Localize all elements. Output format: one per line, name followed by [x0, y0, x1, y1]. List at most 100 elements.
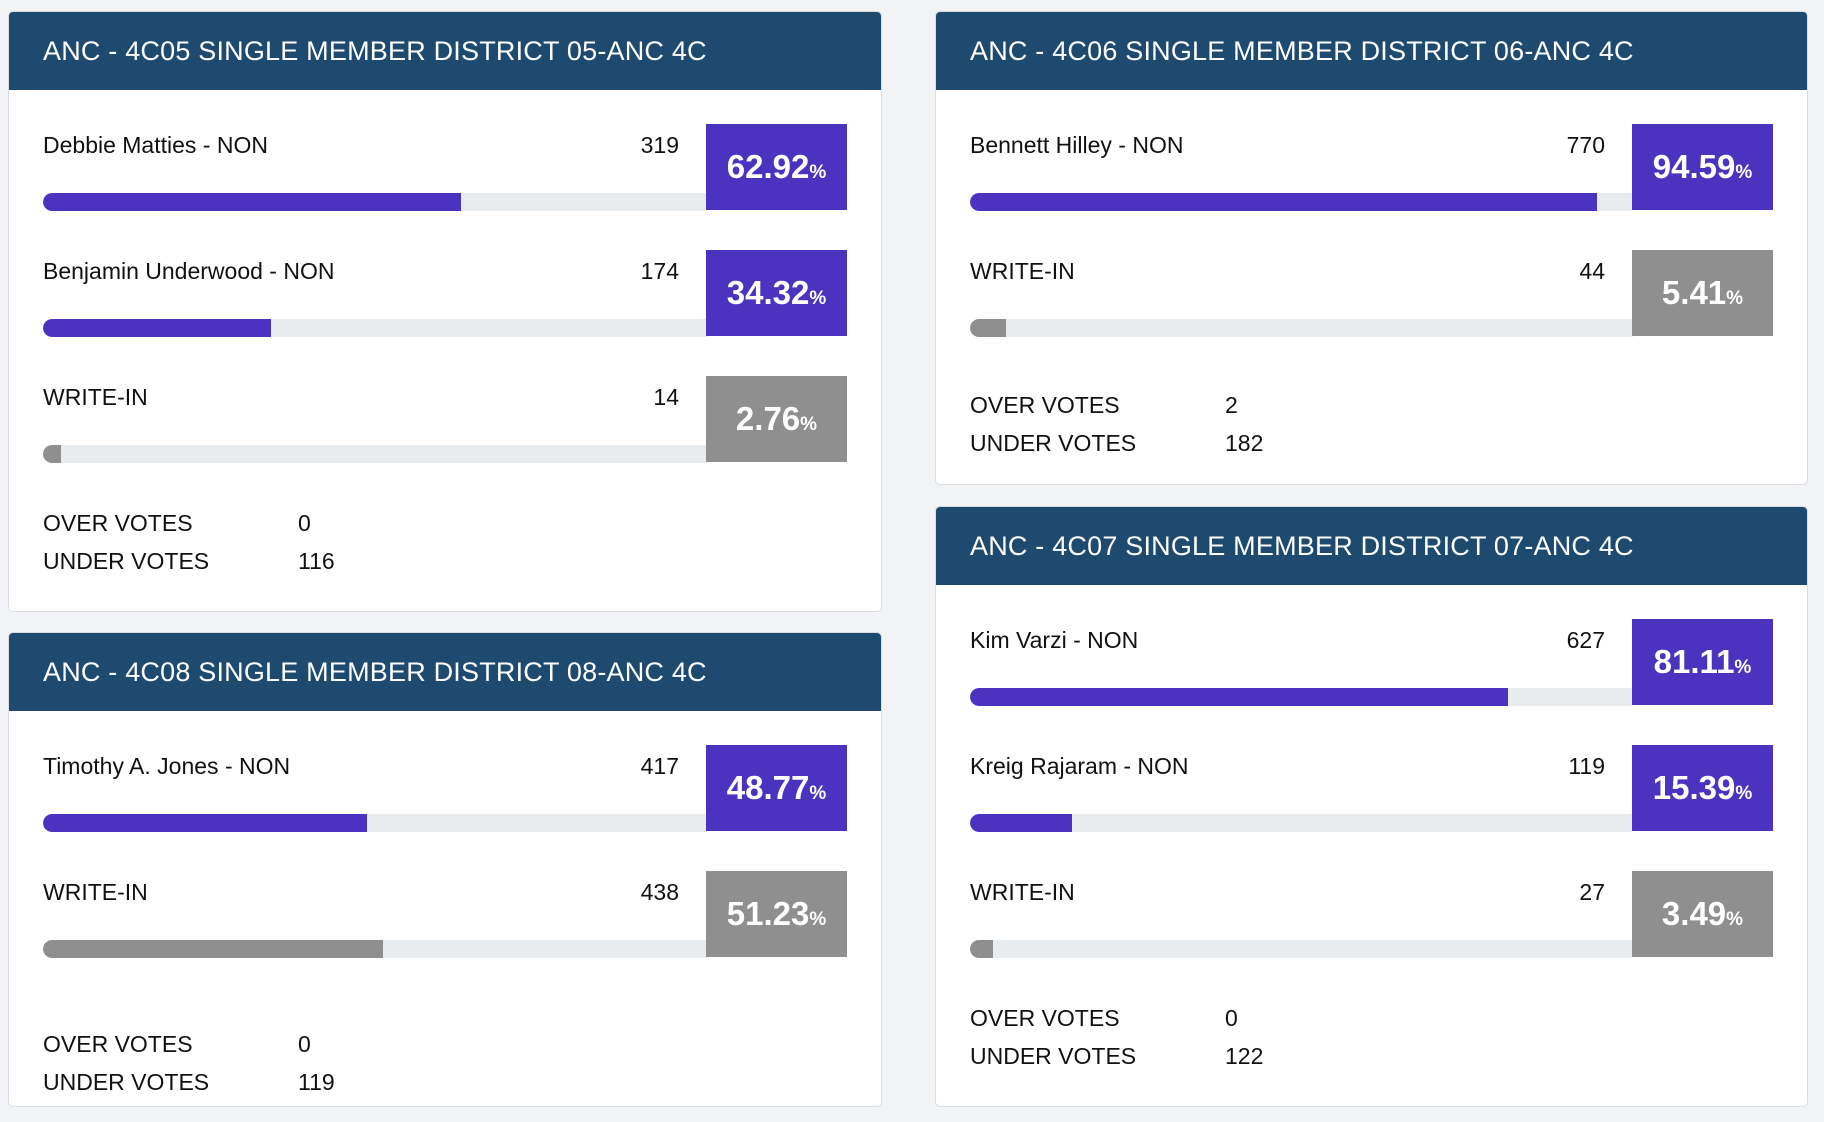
card-title: ANC - 4C08 SINGLE MEMBER DISTRICT 08-ANC…	[9, 633, 881, 711]
percent-value: 34.32	[726, 274, 810, 311]
over-votes-label: OVER VOTES	[43, 1031, 193, 1057]
percent-badge: 3.49%	[1632, 871, 1773, 957]
over-votes-row: OVER VOTES 0	[43, 1025, 881, 1063]
candidate-row: Bennett Hilley - NON 770 94.59%	[936, 124, 1807, 250]
vote-bar-fill	[970, 193, 1598, 211]
vote-bar-track	[43, 814, 707, 832]
percent-badge: 48.77%	[706, 745, 847, 831]
vote-bar-track	[970, 319, 1633, 337]
vote-bar-fill	[43, 319, 271, 337]
over-votes-value: 0	[298, 1031, 311, 1057]
over-votes-row: OVER VOTES 2	[970, 386, 1807, 424]
candidate-row: Timothy A. Jones - NON 417 48.77%	[9, 745, 881, 871]
vote-stats: OVER VOTES 0 UNDER VOTES 116	[9, 504, 881, 580]
candidate-name: WRITE-IN	[43, 879, 148, 905]
over-votes-row: OVER VOTES 0	[970, 999, 1807, 1037]
percent-sign: %	[1735, 783, 1753, 804]
percent-sign: %	[809, 288, 827, 309]
over-votes-label: OVER VOTES	[43, 510, 193, 536]
vote-bar-fill	[43, 940, 384, 958]
percent-sign: %	[1726, 909, 1744, 930]
candidate-name: Debbie Matties - NON	[43, 132, 268, 158]
percent-badge: 34.32%	[706, 250, 847, 336]
under-votes-row: UNDER VOTES 119	[43, 1063, 881, 1101]
under-votes-value: 119	[298, 1069, 335, 1095]
candidate-row: WRITE-IN 27 3.49%	[936, 871, 1807, 997]
candidate-votes: 44	[1579, 258, 1605, 284]
percent-sign: %	[809, 162, 827, 183]
vote-bar-track	[43, 940, 707, 958]
percent-sign: %	[800, 414, 818, 435]
candidate-votes: 27	[1579, 879, 1605, 905]
percent-value: 62.92	[726, 148, 810, 185]
candidate-votes: 627	[1566, 627, 1605, 653]
candidate-votes: 438	[640, 879, 679, 905]
candidate-row: Kim Varzi - NON 627 81.11%	[936, 619, 1807, 745]
candidate-name: Timothy A. Jones - NON	[43, 753, 291, 779]
card-title: ANC - 4C06 SINGLE MEMBER DISTRICT 06-ANC…	[936, 12, 1807, 90]
percent-value: 94.59	[1652, 148, 1736, 185]
candidate-votes: 417	[640, 753, 679, 779]
vote-bar-track	[970, 940, 1633, 958]
vote-bar-fill	[970, 319, 1006, 337]
candidate-name: WRITE-IN	[970, 258, 1075, 284]
candidate-name: Kreig Rajaram - NON	[970, 753, 1189, 779]
card-title: ANC - 4C05 SINGLE MEMBER DISTRICT 05-ANC…	[9, 12, 881, 90]
percent-badge: 94.59%	[1632, 124, 1773, 210]
under-votes-value: 122	[1225, 1043, 1264, 1069]
percent-badge: 5.41%	[1632, 250, 1773, 336]
candidate-name: Bennett Hilley - NON	[970, 132, 1184, 158]
under-votes-row: UNDER VOTES 122	[970, 1037, 1807, 1075]
over-votes-row: OVER VOTES 0	[43, 504, 881, 542]
under-votes-row: UNDER VOTES 182	[970, 424, 1807, 462]
vote-bar-track	[970, 814, 1633, 832]
card-4c07: ANC - 4C07 SINGLE MEMBER DISTRICT 07-ANC…	[935, 506, 1808, 1107]
vote-bar-fill	[43, 814, 367, 832]
candidate-name: WRITE-IN	[43, 384, 148, 410]
percent-badge: 51.23%	[706, 871, 847, 957]
vote-stats: OVER VOTES 0 UNDER VOTES 119	[9, 1025, 881, 1101]
candidate-votes: 119	[1568, 753, 1605, 779]
under-votes-label: UNDER VOTES	[43, 1069, 210, 1095]
under-votes-value: 116	[298, 548, 335, 574]
percent-sign: %	[1735, 162, 1753, 183]
vote-bar-track	[43, 319, 707, 337]
vote-stats: OVER VOTES 2 UNDER VOTES 182	[936, 386, 1807, 462]
vote-bar-fill	[43, 193, 461, 211]
under-votes-label: UNDER VOTES	[970, 1043, 1137, 1069]
under-votes-label: UNDER VOTES	[970, 430, 1137, 456]
vote-bar-fill	[970, 940, 994, 958]
candidate-votes: 770	[1566, 132, 1605, 158]
over-votes-label: OVER VOTES	[970, 392, 1120, 418]
percent-sign: %	[1726, 288, 1744, 309]
candidate-votes: 319	[640, 132, 679, 158]
percent-value: 5.41	[1661, 274, 1727, 311]
candidate-name: Benjamin Underwood - NON	[43, 258, 335, 284]
percent-value: 3.49	[1661, 895, 1727, 932]
vote-bar-track	[43, 193, 707, 211]
vote-bar-track	[970, 688, 1633, 706]
over-votes-value: 0	[298, 510, 311, 536]
under-votes-value: 182	[1225, 430, 1264, 456]
over-votes-label: OVER VOTES	[970, 1005, 1120, 1031]
candidate-row: WRITE-IN 438 51.23%	[9, 871, 881, 997]
under-votes-label: UNDER VOTES	[43, 548, 210, 574]
percent-sign: %	[809, 909, 827, 930]
candidate-votes: 14	[653, 384, 679, 410]
vote-bar-fill	[970, 688, 1508, 706]
percent-badge: 81.11%	[1632, 619, 1773, 705]
candidate-row: Benjamin Underwood - NON 174 34.32%	[9, 250, 881, 376]
percent-value: 51.23	[726, 895, 810, 932]
under-votes-row: UNDER VOTES 116	[43, 542, 881, 580]
percent-badge: 62.92%	[706, 124, 847, 210]
over-votes-value: 2	[1225, 392, 1238, 418]
candidate-name: WRITE-IN	[970, 879, 1075, 905]
percent-value: 2.76	[735, 400, 801, 437]
percent-badge: 15.39%	[1632, 745, 1773, 831]
over-votes-value: 0	[1225, 1005, 1238, 1031]
percent-value: 48.77	[726, 769, 810, 806]
percent-value: 81.11	[1653, 643, 1735, 680]
candidate-row: WRITE-IN 44 5.41%	[936, 250, 1807, 376]
vote-stats: OVER VOTES 0 UNDER VOTES 122	[936, 999, 1807, 1075]
card-4c08: ANC - 4C08 SINGLE MEMBER DISTRICT 08-ANC…	[8, 632, 882, 1107]
